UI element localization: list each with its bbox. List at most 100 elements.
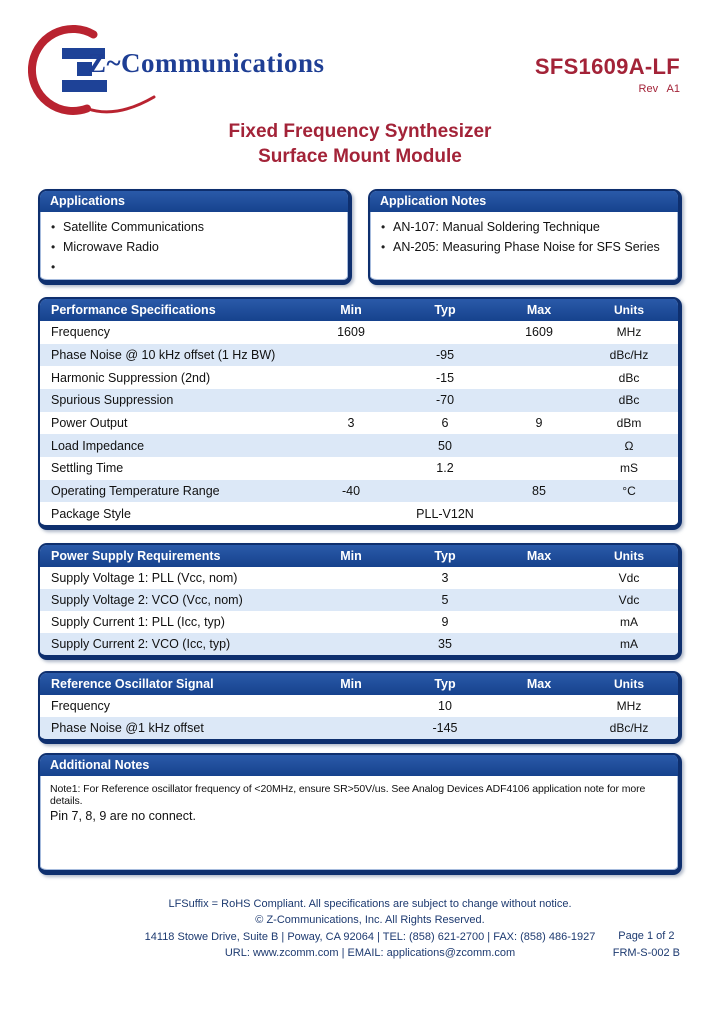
bullet-icon: • xyxy=(51,220,56,234)
form-number: FRM-S-002 B xyxy=(612,946,680,959)
footer-contact-line: URL: www.zcomm.com | EMAIL: applications… xyxy=(224,947,516,960)
col-header-typ: Typ xyxy=(434,549,456,563)
cell-typ: -70 xyxy=(435,393,455,408)
table-row: Supply Current 2: VCO (Icc, typ) 35 mA xyxy=(40,633,678,655)
performance-specs-table: Performance Specifications Min Typ Max U… xyxy=(38,297,682,530)
footer-rohs-line: LFSuffix = RoHS Compliant. All specifica… xyxy=(168,898,572,910)
bullet-icon: • xyxy=(381,240,386,254)
cell-typ: -15 xyxy=(435,370,455,385)
bullet-icon: • xyxy=(51,240,56,254)
cell-min: 1609 xyxy=(337,325,365,340)
applications-header: Applications xyxy=(40,191,348,212)
cell-name: Operating Temperature Range xyxy=(51,484,220,499)
col-header-max: Max xyxy=(526,303,552,317)
table-row: Harmonic Suppression (2nd) -15 dBc xyxy=(40,366,678,390)
cell-typ: 5 xyxy=(441,593,449,607)
application-notes-list: • AN-107: Manual Soldering Technique • AN-2… xyxy=(370,212,678,257)
cell-units: dBc xyxy=(618,393,640,408)
list-item-label: Microwave Radio xyxy=(63,240,159,254)
additional-notes-header: Additional Notes xyxy=(40,755,678,776)
cell-units: Vdc xyxy=(618,571,640,585)
cell-max: 1609 xyxy=(525,325,553,340)
cell-units: Vdc xyxy=(618,593,640,607)
col-header-max: Max xyxy=(526,549,552,563)
footer: LFSuffix = RoHS Compliant. All specifica… xyxy=(40,896,700,962)
applications-box: Applications • Satellite Communications • M… xyxy=(38,189,352,285)
note-line-1: Note1: For Reference oscillator frequenc… xyxy=(50,783,646,807)
cell-name: Phase Noise @ 10 kHz offset (1 Hz BW) xyxy=(51,348,276,362)
table-row: Frequency 10 MHz xyxy=(40,695,678,717)
cell-units: Ω xyxy=(624,438,634,453)
cell-typ: -145 xyxy=(432,721,458,735)
reference-oscillator-header-row: Reference Oscillator Signal Min Typ Max … xyxy=(40,673,678,695)
application-notes-header: Application Notes xyxy=(370,191,678,212)
cell-max: 85 xyxy=(532,484,546,499)
cell-units: dBc xyxy=(618,370,640,385)
page-info: Page 1 of 2 FRM-S-002 B xyxy=(613,928,680,961)
col-header-typ: Typ xyxy=(434,677,456,691)
crescent-icon xyxy=(28,24,98,115)
performance-specs-header-row: Performance Specifications Min Typ Max U… xyxy=(40,299,678,321)
col-header-units: Units xyxy=(614,549,644,563)
col-header-units: Units xyxy=(614,303,644,317)
cell-name: Harmonic Suppression (2nd) xyxy=(51,370,211,385)
table-row: Phase Noise @ 10 kHz offset (1 Hz BW) -95… xyxy=(40,343,678,367)
title-line2: Surface Mount Module xyxy=(258,146,462,167)
table-title: Reference Oscillator Signal xyxy=(51,677,214,691)
list-item-label: Satellite Communications xyxy=(63,220,205,234)
cell-units: MHz xyxy=(616,325,642,340)
z-blocks-icon xyxy=(62,48,107,92)
col-header-typ: Typ xyxy=(434,303,456,317)
performance-specs-body: Frequency 1609 1609 MHz Phase Noise @ 10 kHz… xyxy=(40,321,678,525)
list-item-label: AN-205: Measuring Phase Noise for SFS Se… xyxy=(393,240,660,254)
z-communications-logo xyxy=(28,24,156,115)
table-row: Supply Voltage 2: VCO (Vcc, nom) 5 Vdc xyxy=(40,589,678,611)
cell-units: °C xyxy=(622,484,636,499)
part-number: SFS1609A-LF xyxy=(534,54,680,79)
cell-units: mS xyxy=(620,461,638,476)
part-number-block: SFS1609A-LF Rev A1 xyxy=(535,54,680,95)
cell-name: Package Style xyxy=(51,506,131,521)
applications-list: • Satellite Communications • Microwave Radi… xyxy=(40,212,348,277)
cell-name: Frequency xyxy=(51,325,111,340)
title-line1: Fixed Frequency Synthesizer xyxy=(228,121,492,142)
cell-units: dBm xyxy=(616,416,642,431)
cell-typ: -95 xyxy=(435,348,455,362)
col-header-max: Max xyxy=(526,677,552,691)
cell-name: Phase Noise @1 kHz offset xyxy=(51,721,204,735)
col-header-min: Min xyxy=(340,303,362,317)
cell-units: dBc/Hz xyxy=(609,348,649,362)
note-line-2: Pin 7, 8, 9 are no connect. xyxy=(50,809,196,823)
cell-name: Supply Voltage 2: VCO (Vcc, nom) xyxy=(51,593,243,607)
reference-oscillator-table: Reference Oscillator Signal Min Typ Max … xyxy=(38,671,682,744)
table-row: Supply Voltage 1: PLL (Vcc, nom) 3 Vdc xyxy=(40,567,678,589)
power-supply-header-row: Power Supply Requirements Min Typ Max Un… xyxy=(40,545,678,567)
cell-name: Frequency xyxy=(51,699,111,713)
cell-typ: 1.2 xyxy=(436,461,454,476)
page-number: Page 1 of 2 xyxy=(618,930,675,942)
list-item: • Microwave Radio xyxy=(40,237,348,257)
additional-notes-box: Additional Notes Note1: For Reference os… xyxy=(38,753,682,875)
power-supply-table: Power Supply Requirements Min Typ Max Un… xyxy=(38,543,682,660)
cell-typ: 3 xyxy=(441,571,449,585)
cell-units: mA xyxy=(620,637,638,651)
cell-name: Supply Voltage 1: PLL (Vcc, nom) xyxy=(51,571,238,585)
col-header-units: Units xyxy=(614,677,644,691)
table-row: Settling Time 1.2 mS xyxy=(40,457,678,480)
cell-units: dBc/Hz xyxy=(609,721,649,735)
cell-max: 9 xyxy=(535,416,543,431)
table-title: Performance Specifications xyxy=(51,303,216,317)
cell-units: MHz xyxy=(616,699,642,713)
table-row: Frequency 1609 1609 MHz xyxy=(40,321,678,344)
cell-typ: 50 xyxy=(438,438,452,453)
document-title: Fixed Frequency Synthesizer Surface Moun… xyxy=(0,119,720,169)
table-row: Load Impedance 50 Ω xyxy=(40,434,678,458)
cell-min: 3 xyxy=(347,416,355,431)
power-supply-body: Supply Voltage 1: PLL (Vcc, nom) 3 Vdc Supp… xyxy=(40,567,678,655)
list-item-label: AN-107: Manual Soldering Technique xyxy=(393,220,600,234)
cell-name: Load Impedance xyxy=(51,438,145,453)
table-row: Phase Noise @1 kHz offset -145 dBc/Hz xyxy=(40,717,678,739)
reference-oscillator-body: Frequency 10 MHz Phase Noise @1 kHz offset -… xyxy=(40,695,678,739)
list-item: • xyxy=(40,257,348,277)
